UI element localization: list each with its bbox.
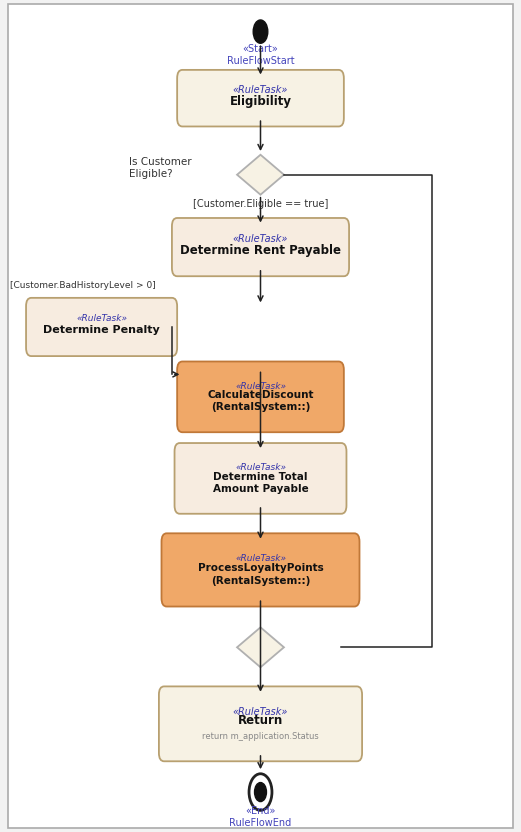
Text: Eligibility: Eligibility (229, 95, 292, 108)
Text: Determine Penalty: Determine Penalty (43, 325, 160, 335)
Text: «RuleTask»: «RuleTask» (233, 234, 288, 244)
FancyBboxPatch shape (175, 443, 346, 514)
Text: «End»
RuleFlowEnd: «End» RuleFlowEnd (229, 806, 292, 828)
Text: «RuleTask»: «RuleTask» (76, 314, 127, 323)
Text: «RuleTask»: «RuleTask» (235, 554, 286, 563)
Circle shape (255, 783, 266, 801)
FancyBboxPatch shape (159, 686, 362, 761)
Circle shape (253, 20, 268, 43)
Text: «RuleTask»: «RuleTask» (235, 382, 286, 390)
FancyBboxPatch shape (172, 218, 349, 276)
Polygon shape (237, 627, 284, 667)
Text: ProcessLoyaltyPoints
(RentalSystem::): ProcessLoyaltyPoints (RentalSystem::) (197, 563, 324, 586)
Text: [Customer.Eligible == true]: [Customer.Eligible == true] (193, 199, 328, 209)
Text: [Customer.BadHistoryLevel > 0]: [Customer.BadHistoryLevel > 0] (10, 281, 156, 290)
Text: «RuleTask»: «RuleTask» (233, 85, 288, 95)
Text: «RuleTask»: «RuleTask» (233, 707, 288, 717)
FancyBboxPatch shape (8, 4, 513, 828)
Polygon shape (237, 155, 284, 195)
Text: Determine Rent Payable: Determine Rent Payable (180, 244, 341, 257)
FancyBboxPatch shape (162, 533, 359, 607)
Text: return m_application.Status: return m_application.Status (202, 732, 319, 741)
Text: Determine Total
Amount Payable: Determine Total Amount Payable (213, 472, 308, 494)
FancyBboxPatch shape (26, 298, 177, 356)
FancyBboxPatch shape (177, 70, 344, 126)
Text: Is Customer
Eligible?: Is Customer Eligible? (129, 157, 192, 179)
Text: «RuleTask»: «RuleTask» (235, 463, 286, 472)
Text: CalculateDiscount
(RentalSystem::): CalculateDiscount (RentalSystem::) (207, 390, 314, 413)
FancyBboxPatch shape (177, 361, 344, 433)
Text: «Start»
RuleFlowStart: «Start» RuleFlowStart (227, 44, 294, 66)
Text: Return: Return (238, 715, 283, 727)
